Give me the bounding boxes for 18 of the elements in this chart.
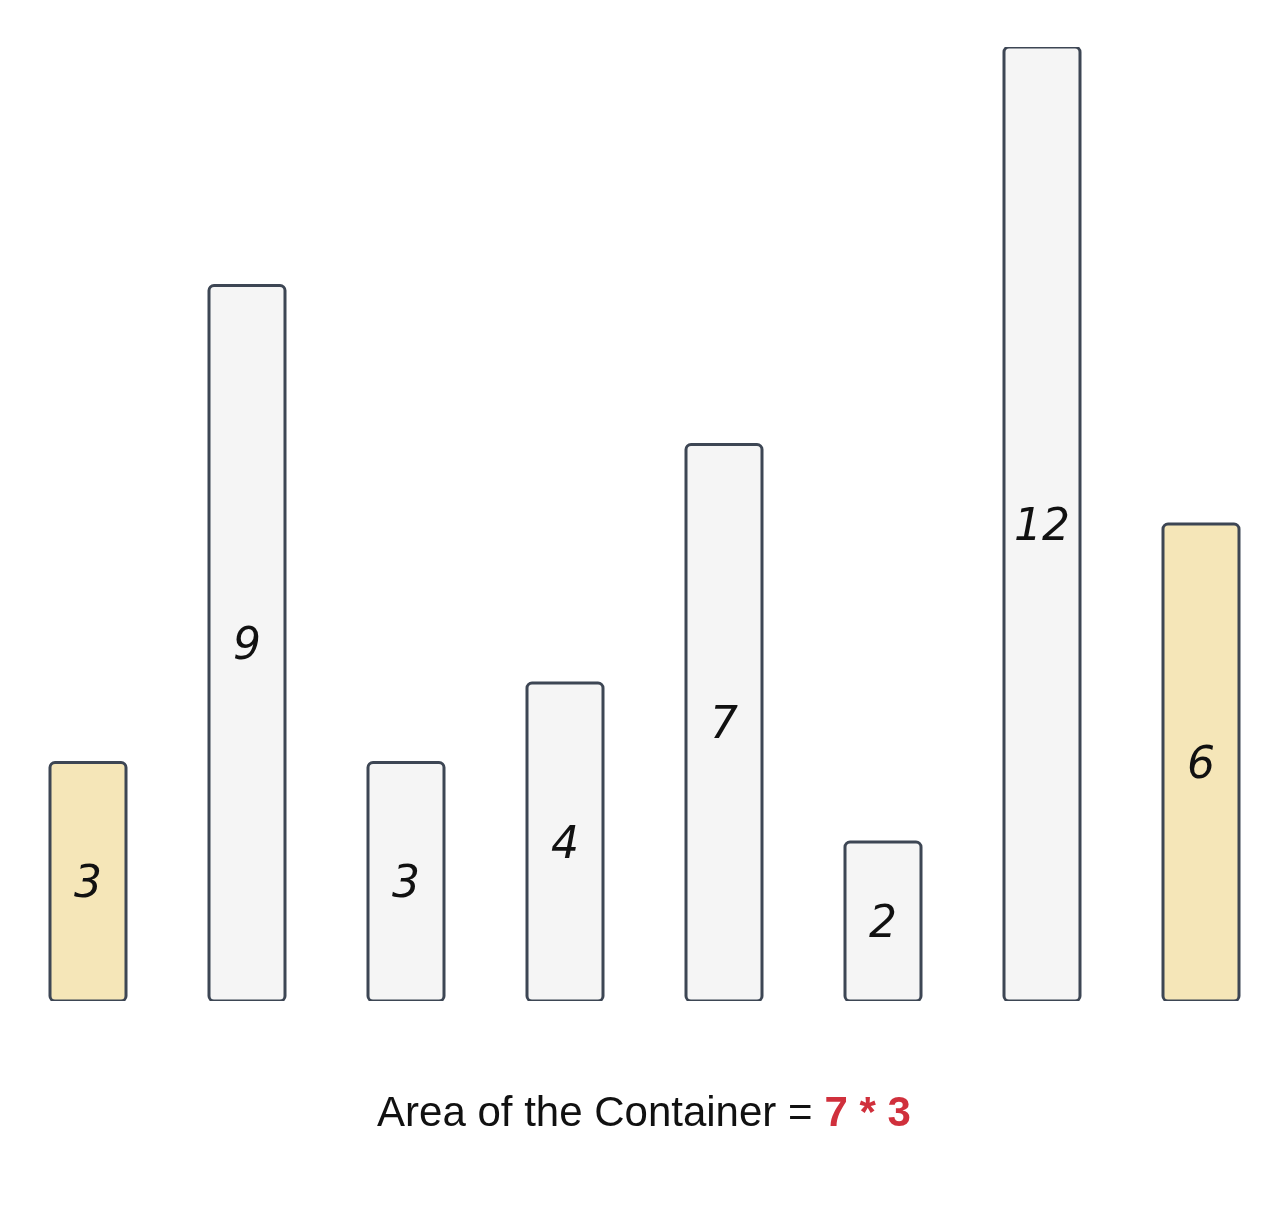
text: 7 * 3	[824, 1088, 911, 1135]
bar	[525, 681, 605, 1001]
data-label: 12	[1014, 498, 1070, 550]
data-label: 4	[551, 816, 579, 868]
text: Area of the Container =	[377, 1088, 813, 1135]
data-label: 7	[710, 697, 738, 749]
bar	[1002, 47, 1082, 1001]
bar	[207, 284, 287, 1001]
data-label: 3	[74, 856, 102, 908]
data-label: 9	[233, 617, 261, 669]
bar	[366, 761, 446, 1001]
data-label: 6	[1187, 737, 1215, 789]
bar	[843, 840, 923, 1001]
data-label: 3	[392, 856, 420, 908]
bar	[1161, 522, 1241, 1001]
bar	[684, 443, 764, 1001]
data-label: 2	[869, 896, 897, 948]
bar	[48, 761, 128, 1001]
